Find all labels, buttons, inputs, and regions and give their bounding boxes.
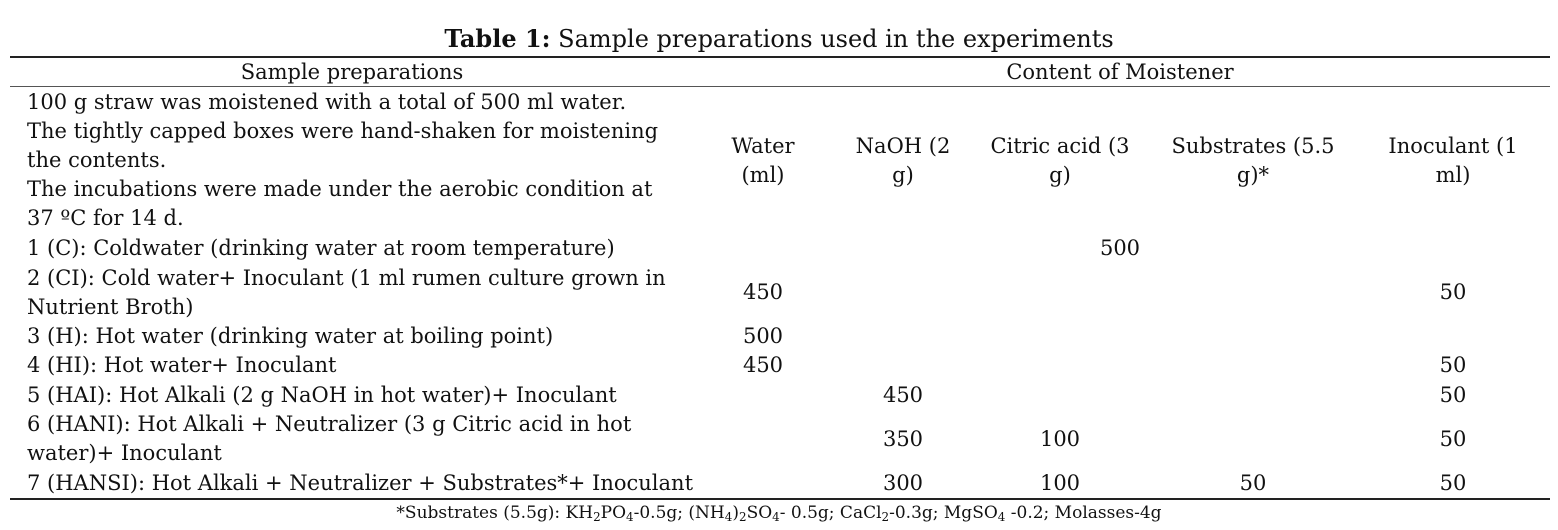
row-label: 5 (HAI): Hot Alkali (2 g NaOH in hot wat…	[27, 383, 617, 407]
col-header-naoh: NaOH (2 g)	[855, 134, 951, 187]
cell-inoculant: 50	[1439, 353, 1467, 377]
cell-citric-acid: 100	[1039, 471, 1081, 495]
cell-water: 450	[742, 280, 784, 304]
cell-inoculant: 50	[1439, 427, 1467, 451]
cell-naoh: 350	[882, 427, 924, 451]
header-rule	[10, 86, 1550, 87]
col-header-citric-acid: Citric acid (3 g)	[990, 134, 1130, 187]
row-label: 7 (HANSI): Hot Alkali + Neutralizer + Su…	[27, 471, 694, 495]
cell-inoculant: 50	[1439, 280, 1467, 304]
intro-line: The tightly capped boxes were hand-shake…	[27, 119, 659, 143]
cell-citric-acid: 100	[1039, 427, 1081, 451]
table-number: Table 1:	[444, 24, 551, 53]
header-sample-preparations: Sample preparations	[240, 60, 464, 84]
row-label: 3 (H): Hot water (drinking water at boil…	[27, 324, 554, 348]
cell-substrates: 50	[1239, 471, 1267, 495]
top-rule	[10, 56, 1550, 58]
col-header-substrates: Substrates (5.5 g)*	[1171, 134, 1335, 187]
row-label: 2 (CI): Cold water+ Inoculant (1 ml rume…	[27, 266, 666, 290]
cell-inoculant: 50	[1439, 383, 1467, 407]
cell-naoh: 300	[882, 471, 924, 495]
row-label: Nutrient Broth)	[27, 295, 194, 319]
header-content-of-moistener: Content of Moistener	[1006, 60, 1234, 84]
row-label: 1 (C): Coldwater (drinking water at room…	[27, 236, 615, 260]
row-label: 6 (HANI): Hot Alkali + Neutralizer (3 g …	[27, 412, 632, 436]
col-header-water: Water (ml)	[731, 134, 795, 187]
cell-inoculant: 50	[1439, 471, 1467, 495]
row-label: 4 (HI): Hot water+ Inoculant	[27, 353, 337, 377]
table-title: Table 1: Sample preparations used in the…	[0, 24, 1558, 54]
cell-water: 450	[742, 353, 784, 377]
intro-line: The incubations were made under the aero…	[27, 177, 653, 201]
footnote: *Substrates (5.5g): KH2PO4-0.5g; (NH4)2S…	[396, 503, 1162, 524]
cell-naoh: 450	[882, 383, 924, 407]
row-label: water)+ Inoculant	[27, 441, 222, 465]
bottom-rule	[10, 498, 1550, 500]
col-header-inoculant: Inoculant (1 ml)	[1388, 134, 1518, 187]
intro-line: the contents.	[27, 148, 167, 172]
table-caption: Sample preparations used in the experime…	[550, 25, 1114, 53]
intro-line: 37 ºC for 14 d.	[27, 206, 184, 230]
cell-water: 500	[742, 324, 784, 348]
intro-line: 100 g straw was moistened with a total o…	[27, 90, 627, 114]
row-spanning-value: 500	[1099, 236, 1141, 260]
